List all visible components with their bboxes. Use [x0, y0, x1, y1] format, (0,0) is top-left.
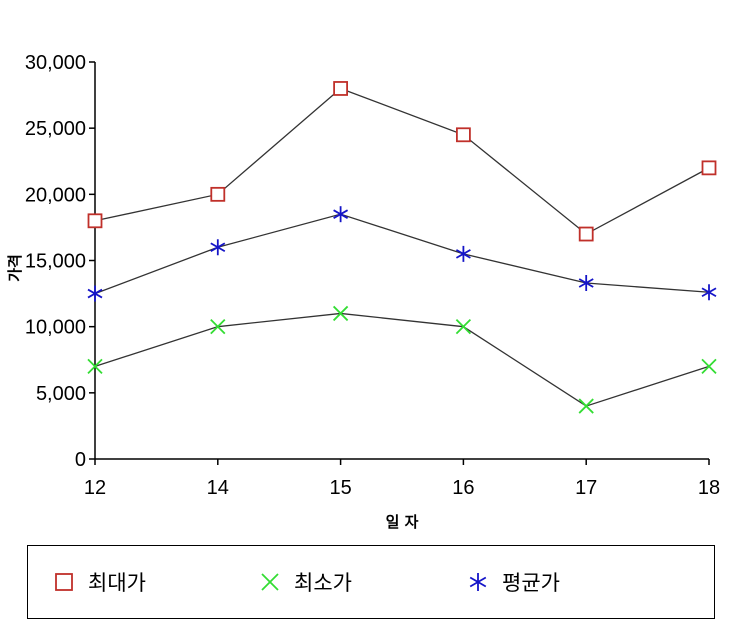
data-point-min-stroke: [455, 319, 472, 335]
y-tick-label: 20,000: [25, 184, 86, 206]
x-tick-label: 15: [329, 477, 351, 499]
data-point-avg-stroke: [87, 288, 103, 299]
data-point-max: [578, 226, 594, 242]
y-tick-label: 5,000: [36, 383, 86, 405]
data-point-min: [332, 305, 349, 322]
data-point-min-stroke: [87, 358, 103, 375]
legend-label-avg: 평균가: [502, 571, 560, 595]
legend-label-min: 최소가: [294, 571, 352, 595]
x-tick-label: 18: [698, 477, 720, 499]
data-point-max: [210, 186, 226, 202]
square-marker-icon: [55, 573, 73, 591]
data-point-avg: [578, 274, 594, 291]
data-point-min: [87, 358, 103, 375]
y-axis-title: 가격: [6, 254, 24, 282]
data-point-min-stroke: [210, 319, 226, 335]
asterisk-marker-icon: [469, 573, 487, 591]
data-point-min-stroke: [332, 305, 349, 322]
series-line-0: [94, 87, 710, 235]
data-point-min-stroke: [578, 398, 594, 414]
legend-item-max: 최대가: [54, 546, 146, 618]
data-point-max: [333, 81, 349, 96]
data-point-avg: [210, 239, 226, 256]
y-tick-label: 10,000: [25, 317, 86, 339]
y-tick-label: 30,000: [25, 52, 86, 74]
data-point-avg-stroke: [455, 249, 471, 259]
chart-legend: 최대가 최소가 평균가: [27, 545, 715, 619]
series-line-1: [94, 312, 710, 407]
data-point-max: [701, 160, 717, 176]
legend-label-max: 최대가: [88, 571, 146, 595]
data-point-avg-stroke: [701, 287, 717, 298]
data-point-min: [210, 319, 226, 335]
data-point-avg: [87, 285, 103, 302]
legend-item-min: 최소가: [260, 546, 352, 618]
data-point-min-stroke: [701, 358, 717, 375]
chart-series-lines: [94, 87, 710, 407]
y-tick-label: 25,000: [25, 118, 86, 140]
data-point-avg-stroke: [333, 209, 349, 219]
series-line-2: [94, 213, 710, 295]
x-tick-label: 16: [452, 477, 474, 499]
data-point-min: [701, 358, 717, 375]
data-point-avg: [701, 284, 717, 301]
data-point-avg: [455, 245, 471, 262]
line-chart: 0 5,000 10,000 15,000 20,000 25,000 30,000 12 14…: [6, 52, 720, 531]
chart-axes: 0 5,000 10,000 15,000 20,000 25,000 30,000 12 14…: [25, 52, 720, 499]
x-tick-label: 12: [84, 477, 106, 499]
x-tick-label: 14: [207, 477, 229, 499]
data-point-max: [455, 127, 471, 143]
data-point-avg-stroke: [210, 242, 226, 253]
y-tick-label: 0: [75, 449, 86, 471]
x-marker-icon: [261, 573, 279, 591]
y-tick-label: 15,000: [25, 251, 86, 273]
data-point-min: [455, 319, 472, 335]
data-point-avg: [333, 206, 349, 223]
legend-item-avg: 평균가: [468, 546, 560, 618]
data-point-avg-stroke: [578, 278, 594, 288]
data-point-min: [578, 398, 594, 414]
x-tick-label: 17: [575, 477, 597, 499]
data-point-max: [87, 213, 103, 229]
chart-series-markers: [87, 81, 717, 414]
x-axis-title: 일 자: [386, 513, 419, 531]
